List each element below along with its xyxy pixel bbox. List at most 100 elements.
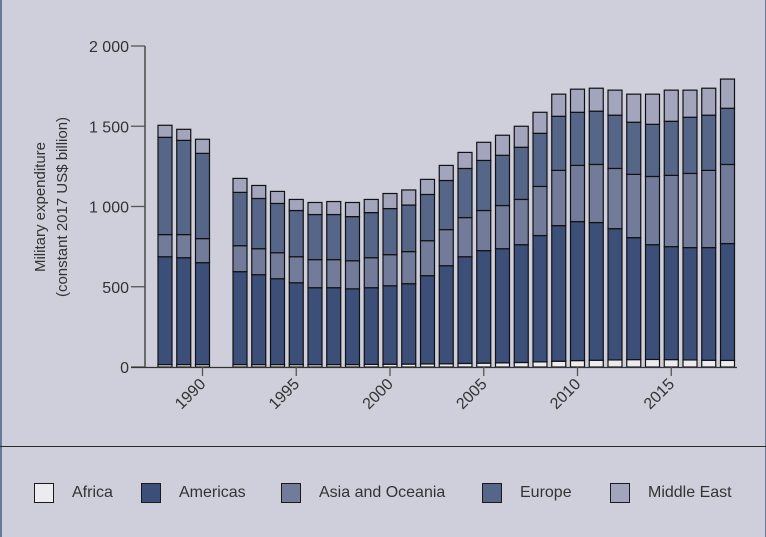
bar-segment-middle-east-1990: [194, 138, 211, 154]
x-tick-label-1995: 1995: [266, 376, 303, 413]
bar-segment-europe-1988: [157, 136, 173, 236]
bar-2006: [494, 134, 511, 368]
bar-segment-asia-and-oceania-1998: [344, 260, 361, 290]
bar-segment-middle-east-2011: [588, 87, 604, 112]
bar-segment-europe-2014: [644, 123, 661, 178]
bar-segment-americas-1992: [232, 271, 248, 366]
bar-segment-africa-2012: [607, 359, 623, 368]
bar-segment-asia-and-oceania-1994: [269, 252, 286, 280]
legend-swatch-asia-oceania: [281, 483, 301, 503]
bar-1989: [176, 128, 192, 368]
bar-segment-americas-1993: [251, 274, 267, 366]
bar-segment-asia-and-oceania-2015: [663, 174, 679, 248]
y-tick-label-2000: 2 000: [89, 39, 129, 56]
y-axis-title-line2: (constant 2017 US$ billion): [54, 117, 71, 297]
bar-segment-asia-and-oceania-2006: [494, 204, 511, 250]
bar-segment-americas-2008: [532, 234, 548, 363]
bar-segment-africa-2014: [644, 358, 661, 368]
bar-segment-middle-east-1998: [344, 201, 361, 218]
bar-segment-europe-2002: [419, 193, 436, 242]
bar-segment-asia-and-oceania-2018: [719, 163, 736, 245]
bar-segment-americas-2006: [494, 248, 511, 364]
bar-segment-asia-and-oceania-1988: [157, 233, 173, 258]
bar-segment-middle-east-2000: [382, 192, 398, 210]
bar-segment-asia-and-oceania-2001: [401, 251, 417, 285]
bar-segment-middle-east-2010: [569, 88, 586, 113]
bar-segment-europe-1997: [326, 213, 342, 261]
bar-segment-europe-2005: [476, 159, 492, 212]
bar-segment-americas-2004: [457, 256, 473, 365]
bar-segment-asia-and-oceania-1992: [232, 245, 248, 273]
bar-segment-americas-1999: [363, 287, 379, 366]
bar-segment-europe-1996: [307, 213, 323, 261]
bar-1997: [326, 200, 342, 368]
bar-segment-europe-2000: [382, 207, 398, 256]
bar-segment-europe-2015: [663, 120, 679, 176]
bar-segment-asia-and-oceania-2000: [382, 254, 398, 287]
bar-segment-asia-and-oceania-2007: [513, 198, 529, 246]
bar-segment-asia-and-oceania-1999: [363, 257, 379, 289]
bar-segment-asia-and-oceania-1995: [288, 256, 304, 284]
bar-1999: [363, 198, 379, 368]
bar-segment-middle-east-2009: [551, 93, 567, 117]
bar-segment-europe-2012: [607, 114, 623, 170]
bar-segment-europe-2003: [438, 179, 454, 231]
bar-segment-asia-and-oceania-2011: [588, 163, 604, 224]
bar-segment-middle-east-1999: [363, 198, 379, 214]
bar-2008: [532, 111, 548, 368]
x-tick-label-1990: 1990: [172, 376, 209, 413]
bar-segment-asia-and-oceania-1989: [176, 233, 192, 259]
bar-segment-asia-and-oceania-2005: [476, 209, 492, 252]
bar-segment-asia-and-oceania-2010: [569, 164, 586, 223]
bar-2018: [719, 78, 736, 368]
x-tick-label-2010: 2010: [547, 376, 584, 413]
bar-segment-europe-1990: [194, 152, 211, 240]
bar-segment-americas-1990: [194, 262, 211, 366]
bar-segment-middle-east-2016: [682, 89, 698, 118]
legend: Africa Americas Asia and Oceania Europe …: [0, 447, 766, 537]
bar-2005: [476, 141, 492, 368]
bar-segment-europe-2009: [551, 115, 567, 171]
bar-segment-americas-1989: [176, 257, 192, 366]
bar-segment-europe-1989: [176, 139, 192, 236]
bar-segment-americas-1996: [307, 287, 323, 366]
bar-segment-middle-east-2012: [607, 89, 623, 116]
bar-segment-asia-and-oceania-2017: [701, 169, 717, 249]
x-tick-label-2015: 2015: [641, 376, 678, 413]
legend-label-africa: Africa: [72, 484, 113, 501]
bar-segment-middle-east-2014: [644, 93, 661, 125]
bar-segment-africa-2006: [494, 362, 511, 368]
bar-segment-middle-east-2005: [476, 141, 492, 162]
bar-segment-americas-2002: [419, 275, 436, 365]
bar-segment-asia-and-oceania-2002: [419, 240, 436, 277]
bar-segment-africa-2015: [663, 359, 679, 368]
bar-2009: [551, 93, 567, 368]
bar-segment-europe-1998: [344, 216, 361, 262]
stacked-bar-chart: 0 500 1 000 1 500 2 000 1990 1995 2000 2005 2010 2…: [32, 39, 737, 413]
bar-segment-middle-east-1993: [251, 184, 267, 200]
bar-segment-europe-2008: [532, 132, 548, 188]
bar-segment-americas-2000: [382, 285, 398, 365]
x-tick-label-2000: 2000: [360, 376, 397, 413]
legend-label-americas: Americas: [179, 484, 246, 501]
y-axis-title-line1: Military expenditure: [32, 142, 49, 272]
bar-segment-asia-and-oceania-1997: [326, 259, 342, 289]
bar-segment-asia-and-oceania-2012: [607, 167, 623, 230]
bar-1990: [194, 138, 211, 368]
y-tick-label-500: 500: [102, 280, 129, 297]
bar-segment-americas-2013: [626, 237, 642, 361]
bar-segment-middle-east-2002: [419, 178, 436, 196]
bar-segment-middle-east-2004: [457, 151, 473, 170]
bar-segment-americas-1994: [269, 278, 286, 366]
legend-swatch-americas: [141, 483, 161, 503]
bar-segment-europe-2017: [701, 114, 717, 171]
bar-segment-asia-and-oceania-2014: [644, 175, 661, 246]
legend-swatch-europe: [482, 483, 502, 503]
bar-segment-middle-east-2017: [701, 87, 717, 116]
bar-segment-asia-and-oceania-1993: [251, 248, 267, 276]
bar-segment-africa-2007: [513, 361, 529, 368]
bar-segment-africa-2010: [569, 359, 586, 368]
bar-2004: [457, 151, 473, 368]
bar-segment-americas-2012: [607, 228, 623, 361]
bar-segment-europe-2007: [513, 146, 529, 201]
